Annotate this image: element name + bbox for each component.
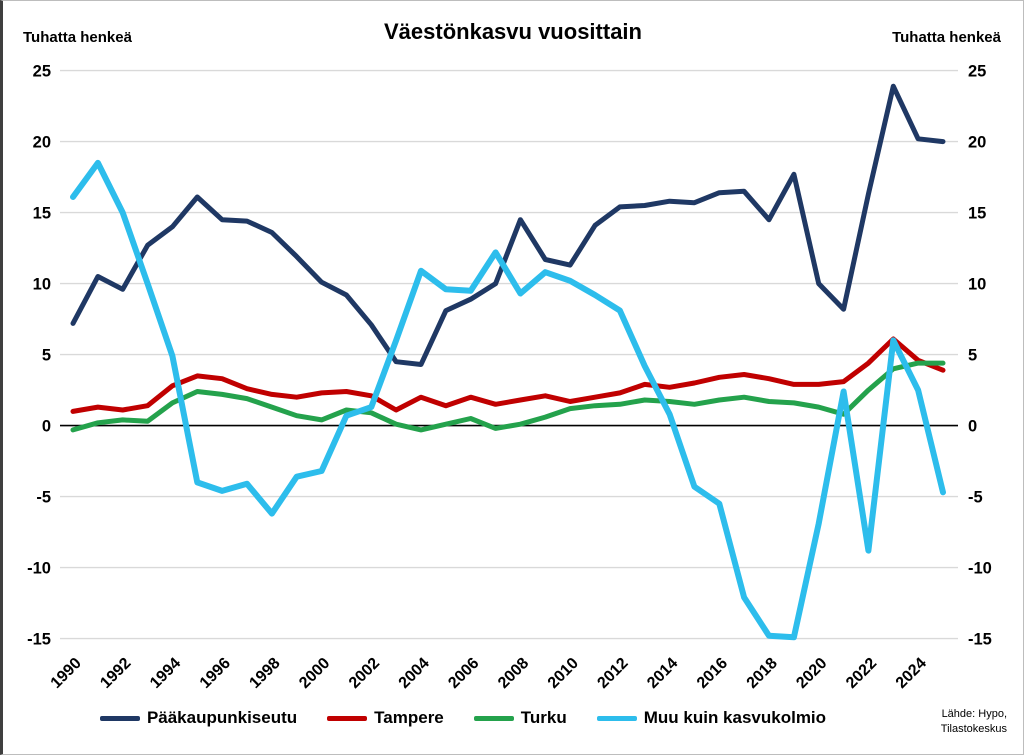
y-tick-label-left: 0: [42, 418, 51, 436]
legend-item-p-kaupunkiseutu: Pääkaupunkiseutu: [99, 708, 298, 728]
legend-item-muu-kuin-kasvukolmio: Muu kuin kasvukolmio: [596, 708, 827, 728]
y-tick-label-right: -10: [968, 560, 992, 578]
x-tick-label: 1996: [197, 655, 234, 692]
legend-item-tampere: Tampere: [327, 708, 444, 728]
series-line-p-kaupunkiseutu: [70, 83, 946, 367]
chart-title: Väestönkasvu vuosittain: [384, 19, 642, 44]
legend-item-turku: Turku: [473, 708, 567, 728]
y-tick-label-right: 5: [968, 347, 977, 365]
y-tick-label-right: 20: [968, 134, 986, 152]
x-tick-label: 2008: [495, 655, 532, 692]
x-tick-label: 2018: [744, 655, 781, 692]
x-tick-label: 2000: [296, 655, 333, 692]
x-tick-label: 2014: [644, 655, 681, 692]
y-axis-unit-label-left: Tuhatta henkeä: [23, 29, 132, 46]
y-tick-label-left: 10: [33, 276, 51, 294]
series-line-turku: [70, 360, 946, 433]
x-tick-label: 2010: [545, 655, 582, 692]
legend-swatch-turku: [473, 715, 514, 721]
x-tick-label: 1994: [147, 655, 184, 692]
source-line-1: Lähde: Hypo,: [941, 708, 1007, 720]
y-tick-label-right: 25: [968, 63, 986, 81]
legend-label-turku: Turku: [520, 708, 567, 727]
y-tick-label-left: -15: [27, 631, 51, 649]
x-tick-label: 1998: [246, 655, 283, 692]
x-tick-label: 2002: [346, 655, 383, 692]
legend-label-p-kaupunkiseutu: Pääkaupunkiseutu: [146, 708, 298, 727]
y-tick-label-left: -5: [36, 489, 51, 507]
y-tick-label-right: 0: [968, 418, 977, 436]
x-tick-label: 2012: [594, 655, 631, 692]
y-axis-unit-label-right: Tuhatta henkeä: [892, 29, 1001, 46]
y-tick-label-left: 25: [33, 63, 51, 81]
y-tick-label-left: 15: [33, 205, 51, 223]
legend-swatch-tampere: [327, 715, 368, 721]
x-tick-label: 2006: [445, 655, 482, 692]
y-tick-label-right: 10: [968, 276, 986, 294]
x-tick-label: 2016: [694, 655, 731, 692]
x-tick-label: 2020: [793, 655, 830, 692]
series-line-muu-kuin-kasvukolmio: [70, 159, 946, 641]
x-tick-label: 2024: [893, 655, 930, 692]
y-tick-label-right: -5: [968, 489, 983, 507]
legend: Pääkaupunkiseutu Tampere Turku Muu kuin kas…: [3, 708, 923, 728]
series-line-tampere: [70, 336, 946, 414]
y-tick-label-left: -10: [27, 560, 51, 578]
legend-swatch-p-kaupunkiseutu: [99, 715, 140, 721]
legend-label-tampere: Tampere: [374, 708, 444, 727]
y-tick-label-left: 20: [33, 134, 51, 152]
legend-label-muu-kuin-kasvukolmio: Muu kuin kasvukolmio: [643, 708, 827, 727]
x-tick-label: 2022: [843, 655, 880, 692]
y-tick-label-right: 15: [968, 205, 986, 223]
x-tick-label: 1990: [48, 655, 85, 692]
y-tick-label-left: 5: [42, 347, 51, 365]
source-note: Lähde: Hypo, Tilastokeskus: [941, 707, 1007, 737]
legend-swatch-muu-kuin-kasvukolmio: [596, 715, 637, 721]
x-tick-label: 1992: [97, 655, 134, 692]
x-tick-label: 2004: [396, 655, 433, 692]
source-line-2: Tilastokeskus: [940, 723, 1007, 735]
y-tick-label-right: -15: [968, 631, 992, 649]
